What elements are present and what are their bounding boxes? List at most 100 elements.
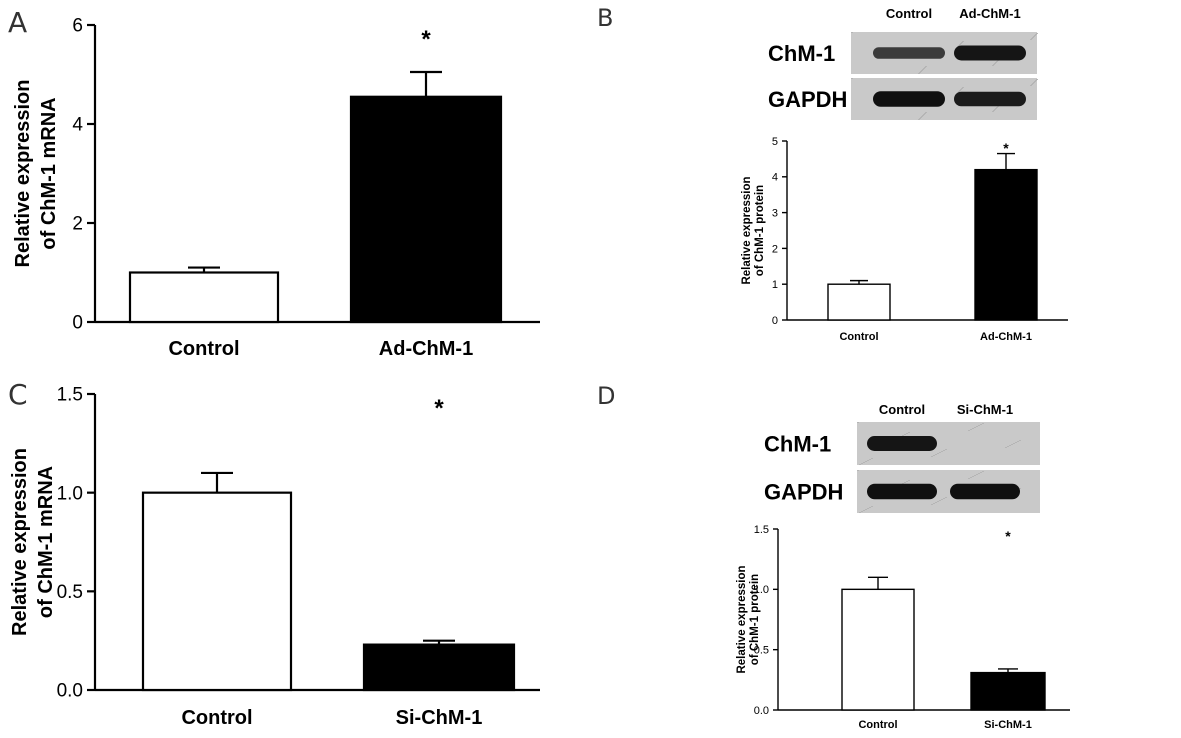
blot-noise (1033, 36, 1035, 37)
bar-group-1: Ad-ChM-1 * (974, 140, 1038, 343)
blot-noise (859, 464, 861, 465)
y-tick-label: 1 (772, 279, 778, 291)
blot-noise (976, 426, 978, 427)
blot-noise (908, 480, 910, 481)
y-tick-label: 1.5 (57, 385, 83, 406)
blot-noise (992, 111, 994, 112)
x-category-label: Ad-ChM-1 (980, 331, 1032, 343)
significance-marker: * (1005, 528, 1011, 544)
y-tick-label: 6 (72, 16, 83, 37)
blot-noise (871, 458, 873, 459)
blot-noise (980, 424, 982, 425)
blot-noise (925, 112, 927, 113)
y-tick-label: 0.5 (754, 645, 769, 657)
blot-noise (1019, 440, 1021, 441)
bar-group-0: Control (128, 266, 280, 360)
blot-noise (1030, 85, 1032, 86)
bar-group-0: Control (827, 279, 891, 343)
blot-noise (1030, 39, 1032, 40)
blot-noise (974, 427, 976, 428)
blot-noise (962, 41, 964, 42)
blot-noise (943, 498, 945, 499)
significance-marker: * (1003, 140, 1009, 156)
blot-noise (922, 115, 924, 116)
blot-noise (1015, 442, 1017, 443)
blot-noise (994, 63, 996, 64)
y-axis-label: Relative expression (9, 448, 31, 636)
bar-group-1: Si-ChM-1 * (970, 528, 1046, 731)
blot-noise (857, 470, 859, 471)
blot-noise (904, 482, 906, 483)
blot-noise (861, 463, 863, 464)
blot-noise (996, 107, 998, 108)
x-category-label: Ad-ChM-1 (379, 338, 473, 360)
blot-row-label: GAPDH (768, 87, 847, 112)
significance-marker: * (434, 395, 444, 422)
blot-noise (921, 70, 923, 71)
bar-ad-chm-1 (974, 168, 1038, 321)
blot-noise (918, 119, 920, 120)
blot-lane-label: Control (886, 6, 932, 21)
bar-control (827, 283, 891, 321)
blot-noise (1036, 79, 1038, 80)
blot-row-label: GAPDH (764, 480, 843, 505)
blot-noise (957, 92, 959, 93)
blot-noise (997, 106, 999, 107)
blot-noise (959, 90, 961, 91)
blot-noise (1036, 33, 1038, 34)
blot-noise (974, 475, 976, 476)
y-axis-label: of ChM-1 protein (754, 185, 766, 276)
bar-group-1: Si-ChM-1 * (362, 395, 516, 729)
panel-letter: D (597, 382, 615, 410)
blot-noise (919, 72, 921, 73)
western-blot: Control Ad-ChM-1 ChM-1 GAPDH (768, 6, 1038, 120)
bar-si-chm-1 (362, 643, 516, 692)
y-axis-label: Relative expression (741, 176, 753, 284)
blot-noise (1011, 444, 1013, 445)
blot-noise (972, 428, 974, 429)
blot-noise (859, 512, 861, 513)
blot-noise (970, 477, 972, 478)
blot-band (867, 436, 937, 451)
blot-noise (993, 110, 995, 111)
x-category-label: Control (858, 719, 897, 731)
blot-row-label: ChM-1 (764, 432, 831, 457)
blot-noise (931, 504, 933, 505)
blot-noise (960, 43, 962, 44)
panel-letter: A (8, 6, 27, 39)
x-category-label: Control (181, 707, 252, 729)
blot-noise (924, 67, 926, 68)
significance-marker: * (421, 26, 431, 53)
blot-noise (933, 455, 935, 456)
blot-noise (902, 435, 904, 436)
blot-noise (871, 506, 873, 507)
blot-lane-label: Ad-ChM-1 (959, 6, 1020, 21)
blot-band (950, 483, 1020, 500)
blot-noise (982, 471, 984, 472)
blot-noise (933, 503, 935, 504)
bar-group-0: Control (141, 471, 293, 729)
y-tick-label: 0 (772, 315, 778, 327)
panel-a: A 0 2 4 6 Relative expression of ChM-1 mRNA Con… (8, 6, 540, 360)
y-axis-label: of ChM-1 protein (749, 574, 761, 665)
blot-noise (861, 511, 863, 512)
bar-control (841, 588, 915, 711)
blot-noise (857, 422, 859, 423)
blot-noise (1031, 84, 1033, 85)
y-tick-label: 1.0 (754, 584, 769, 596)
blot-noise (923, 114, 925, 115)
x-category-label: Control (839, 331, 878, 343)
blot-noise (962, 87, 964, 88)
blot-noise (931, 456, 933, 457)
blot-noise (865, 461, 867, 462)
blot-noise (993, 64, 995, 65)
blot-noise (867, 508, 869, 509)
blot-noise (919, 118, 921, 119)
blot-noise (863, 510, 865, 511)
blot-noise (1017, 441, 1019, 442)
blot-noise (1035, 34, 1037, 35)
blot-noise (925, 66, 927, 67)
y-tick-label: 5 (772, 136, 778, 148)
blot-noise (935, 454, 937, 455)
